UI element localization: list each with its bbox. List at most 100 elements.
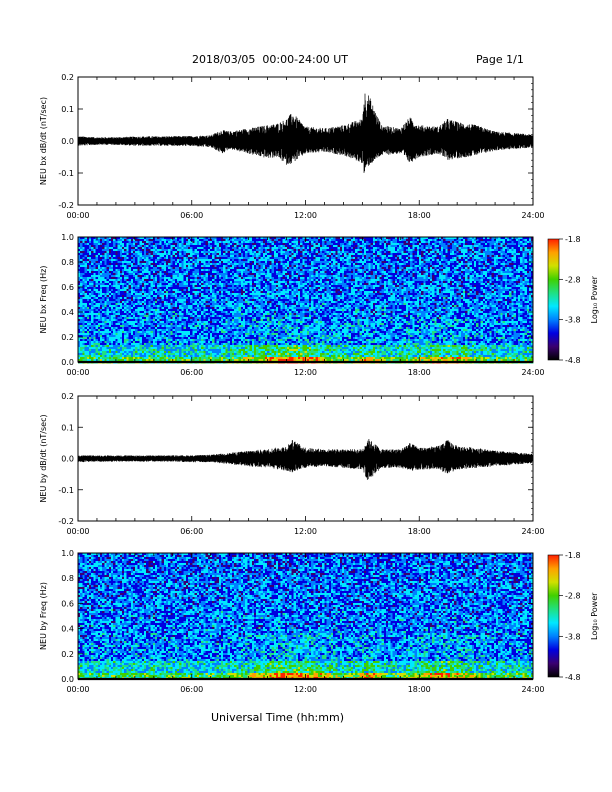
spectrogram-cell — [124, 275, 127, 277]
spectrogram-cell — [177, 323, 180, 325]
spectrogram-cell — [157, 271, 160, 273]
spectrogram-cell — [186, 241, 189, 243]
spectrogram-cell — [166, 321, 169, 323]
spectrogram-cell — [199, 261, 202, 263]
spectrogram-cell — [82, 255, 85, 257]
spectrogram-cell — [93, 283, 96, 285]
spectrogram-cell — [201, 263, 204, 265]
spectrogram-cell — [122, 321, 125, 323]
spectrogram-cell — [153, 275, 156, 277]
spectrogram-cell — [188, 317, 191, 319]
spectrogram-cell — [129, 351, 132, 353]
spectrogram-cell — [192, 329, 195, 331]
spectrogram-cell — [223, 301, 226, 303]
spectrogram-cell — [214, 335, 217, 337]
spectrogram-cell — [98, 245, 101, 247]
spectrogram-cell — [140, 307, 143, 309]
spectrogram-cell — [146, 259, 149, 261]
spectrogram-cell — [192, 333, 195, 335]
spectrogram-cell — [135, 303, 138, 305]
spectrogram-cell — [137, 269, 140, 271]
spectrogram-cell — [89, 349, 92, 351]
spectrogram-cell — [129, 305, 132, 307]
spectrogram-cell — [225, 341, 228, 343]
spectrogram-cell — [157, 323, 160, 325]
spectrogram-cell — [184, 301, 187, 303]
spectrogram-cell — [168, 239, 171, 241]
spectrogram-cell — [188, 243, 191, 245]
spectrogram-cell — [168, 291, 171, 293]
spectrogram-cell — [118, 259, 121, 261]
spectrogram-cell — [146, 335, 149, 337]
spectrogram-cell — [212, 337, 215, 339]
spectrogram-cell — [241, 313, 244, 315]
spectrogram-cell — [239, 285, 242, 287]
spectrogram-cell — [168, 293, 171, 295]
spectrogram-cell — [203, 291, 206, 293]
spectrogram-cell — [93, 317, 96, 319]
spectrogram-cell — [177, 269, 180, 271]
spectrogram-cell — [173, 259, 176, 261]
spectrogram-cell — [247, 303, 250, 305]
spectrogram-cell — [155, 347, 158, 349]
spectrogram-cell — [133, 323, 136, 325]
spectrogram-cell — [102, 279, 105, 281]
spectrogram-cell — [206, 285, 209, 287]
spectrogram-cell — [228, 277, 231, 279]
spectrogram-cell — [140, 293, 143, 295]
spectrogram-cell — [153, 247, 156, 249]
spectrogram-cell — [96, 253, 99, 255]
spectrogram-cell — [129, 243, 132, 245]
spectrogram-cell — [225, 263, 228, 265]
spectrogram-cell — [89, 305, 92, 307]
spectrogram-cell — [206, 341, 209, 343]
spectrogram-cell — [137, 263, 140, 265]
spectrogram-cell — [210, 321, 213, 323]
spectrogram-cell — [164, 349, 167, 351]
spectrogram-cell — [232, 273, 235, 275]
spectrogram-cell — [190, 271, 193, 273]
spectrogram-cell — [199, 277, 202, 279]
spectrogram-cell — [225, 303, 228, 305]
spectrogram-cell — [142, 321, 145, 323]
spectrogram-cell — [115, 297, 118, 299]
spectrogram-cell — [133, 265, 136, 267]
spectrogram-cell — [144, 339, 147, 341]
spectrogram-cell — [140, 345, 143, 347]
spectrogram-cell — [137, 317, 140, 319]
spectrogram-cell — [186, 253, 189, 255]
spectrogram-cell — [197, 279, 200, 281]
spectrogram-cell — [188, 299, 191, 301]
spectrogram-cell — [82, 309, 85, 311]
spectrogram-cell — [140, 255, 143, 257]
spectrogram-cell — [146, 279, 149, 281]
spectrogram-cell — [206, 289, 209, 291]
spectrogram-cell — [181, 257, 184, 259]
spectrogram-cell — [170, 297, 173, 299]
spectrogram-cell — [153, 243, 156, 245]
spectrogram-cell — [214, 321, 217, 323]
spectrogram-cell — [87, 283, 90, 285]
spectrogram-cell — [195, 285, 198, 287]
spectrogram-cell — [170, 345, 173, 347]
spectrogram-cell — [225, 273, 228, 275]
spectrogram-cell — [137, 329, 140, 331]
spectrogram-cell — [91, 337, 94, 339]
spectrogram-cell — [153, 269, 156, 271]
spectrogram-cell — [241, 303, 244, 305]
spectrogram-cell — [104, 283, 107, 285]
spectrogram-cell — [166, 309, 169, 311]
spectrogram-cell — [201, 331, 204, 333]
spectrogram-cell — [179, 357, 182, 359]
spectrogram-cell — [219, 333, 222, 335]
spectrogram-cell — [188, 273, 191, 275]
spectrogram-cell — [177, 283, 180, 285]
spectrogram-cell — [186, 305, 189, 307]
spectrogram-cell — [184, 307, 187, 309]
spectrogram-cell — [212, 271, 215, 273]
spectrogram-cell — [173, 257, 176, 259]
spectrogram-cell — [151, 265, 154, 267]
spectrogram-cell — [153, 351, 156, 353]
spectrogram-cell — [177, 277, 180, 279]
spectrogram-cell — [239, 239, 242, 241]
